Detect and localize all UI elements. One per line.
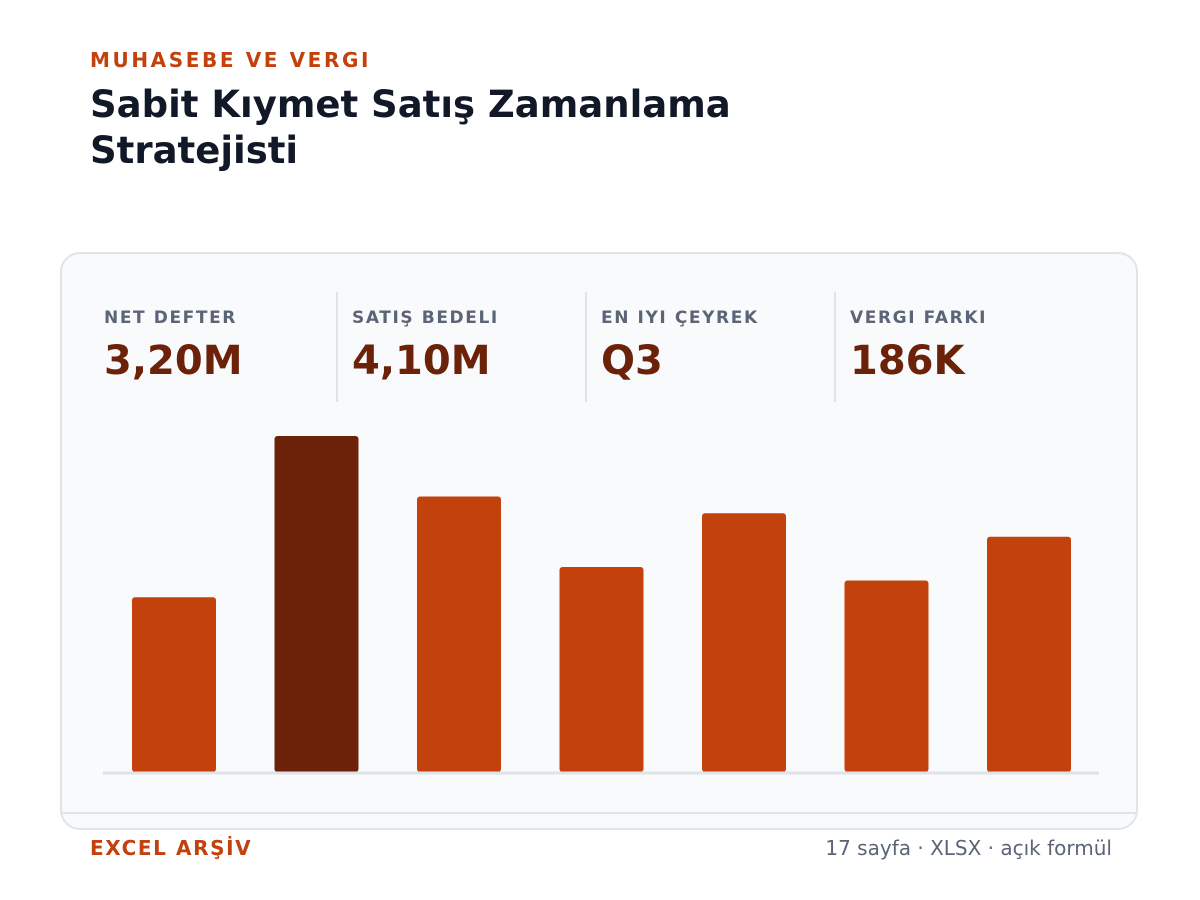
footer-file-info: 17 sayfa · XLSX · açık formül <box>825 836 1112 860</box>
kpi-label: SATIŞ BEDELI <box>352 308 499 328</box>
kpi-net-book: NET DEFTER 3,20M <box>104 292 334 402</box>
chart-card: NET DEFTER 3,20M SATIŞ BEDELI 4,10M EN I… <box>60 252 1138 830</box>
kpi-value: 186K <box>850 338 965 384</box>
kpi-value: 4,10M <box>352 338 491 384</box>
kpi-label: EN IYI ÇEYREK <box>601 308 759 328</box>
category-label: MUHASEBE VE VERGI <box>90 48 371 72</box>
card-footer-divider <box>62 812 1136 814</box>
footer-archive-label: EXCEL ARŞİV <box>90 836 253 860</box>
bar-5 <box>702 513 786 772</box>
kpi-tax-difference: VERGI FARKI 186K <box>834 292 1083 402</box>
kpi-label: VERGI FARKI <box>850 308 988 328</box>
bar-4 <box>559 567 644 772</box>
kpi-row: NET DEFTER 3,20M SATIŞ BEDELI 4,10M EN I… <box>62 292 1136 402</box>
kpi-sale-price: SATIŞ BEDELI 4,10M <box>336 292 585 402</box>
bar-1 <box>132 597 216 772</box>
kpi-label: NET DEFTER <box>104 308 237 328</box>
bar-2 <box>274 436 359 772</box>
bar-7 <box>987 536 1071 772</box>
kpi-value: 3,20M <box>104 338 243 384</box>
bar-3 <box>417 496 501 772</box>
kpi-value: Q3 <box>601 338 663 384</box>
kpi-best-quarter: EN IYI ÇEYREK Q3 <box>585 292 834 402</box>
bar-6 <box>844 580 929 772</box>
page-title: Sabit Kıymet Satış Zamanlama Stratejisti <box>90 83 731 172</box>
bar-chart <box>103 436 1099 775</box>
